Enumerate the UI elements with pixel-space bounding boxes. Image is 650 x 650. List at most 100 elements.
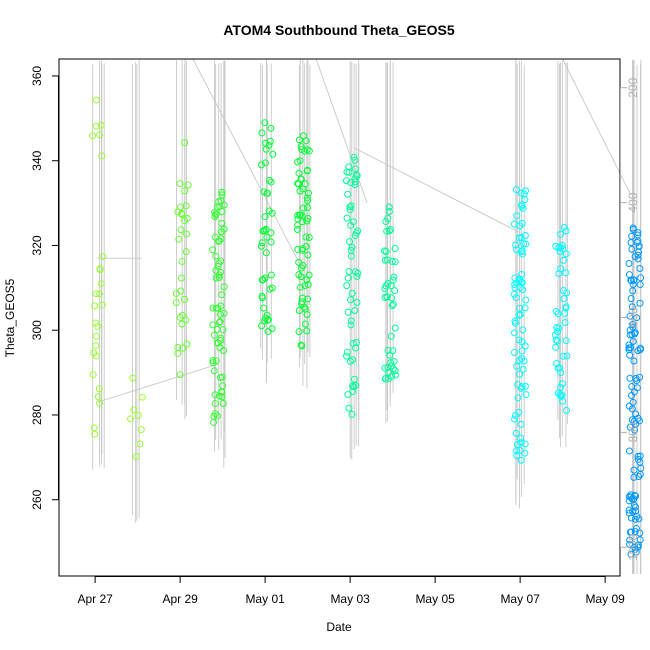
data-point (210, 418, 218, 426)
data-point (218, 191, 226, 199)
data-point (627, 294, 635, 302)
data-point (219, 400, 227, 408)
x-tick-label: May 01 (245, 592, 285, 606)
data-point (634, 231, 642, 239)
data-point (92, 96, 100, 104)
data-point (630, 501, 638, 509)
data-point (557, 369, 565, 377)
data-point (346, 206, 354, 214)
data-point (563, 352, 571, 360)
data-point (383, 227, 391, 235)
data-point (390, 273, 398, 281)
data-point (220, 283, 228, 291)
data-point (94, 393, 102, 401)
data-point (636, 417, 644, 425)
data-point (348, 410, 356, 418)
data-point (175, 235, 183, 243)
data-point (381, 364, 389, 372)
data-point (512, 241, 520, 249)
y2-tick-label: 600 (626, 307, 640, 327)
data-point (521, 304, 529, 312)
data-point (172, 290, 180, 298)
data-point (177, 274, 185, 282)
y-tick-label: 300 (30, 320, 44, 340)
data-point (268, 209, 276, 217)
data-point (293, 226, 301, 234)
data-point (257, 242, 265, 250)
data-point (211, 400, 219, 408)
data-point (297, 341, 305, 349)
data-point (344, 190, 352, 198)
data-point (563, 406, 571, 414)
data-point (183, 214, 191, 222)
data-point (265, 141, 273, 149)
data-point (636, 373, 644, 381)
data-point (384, 279, 392, 287)
data-point (178, 320, 186, 328)
data-point (516, 356, 524, 364)
x-axis-label: Date (326, 620, 352, 634)
data-point (132, 453, 140, 461)
data-point (294, 180, 302, 188)
data-point (137, 426, 145, 434)
data-point (216, 344, 224, 352)
data-point (511, 319, 519, 327)
data-point (216, 311, 224, 319)
x-tick-label: May 09 (585, 592, 625, 606)
data-point (264, 189, 272, 197)
data-point (218, 291, 226, 299)
data-point (260, 304, 268, 312)
data-point (217, 302, 225, 310)
data-point (521, 231, 529, 239)
y-tick-label: 360 (30, 66, 44, 86)
data-point (632, 410, 640, 418)
data-point (218, 188, 226, 196)
data-point (219, 382, 227, 390)
data-point (552, 343, 560, 351)
data-point (269, 150, 277, 158)
data-point (348, 289, 356, 297)
data-point (267, 124, 275, 132)
data-point (215, 318, 223, 326)
data-point (209, 356, 217, 364)
data-point (294, 221, 302, 229)
data-point (350, 153, 358, 161)
data-point (517, 456, 525, 464)
data-point (387, 332, 395, 340)
data-point (518, 271, 526, 279)
data-point (303, 204, 311, 212)
data-point (627, 239, 635, 247)
data-point (517, 434, 525, 442)
transit-line (192, 58, 304, 272)
data-point (263, 233, 271, 241)
data-point (298, 246, 306, 254)
data-point (305, 189, 313, 197)
y-axis: 260 280 300 320 340 360 (30, 66, 59, 510)
data-point (383, 256, 391, 264)
data-point (301, 320, 309, 328)
data-point (176, 371, 184, 379)
data-point (297, 143, 305, 151)
data-point (636, 281, 644, 289)
data-point (391, 258, 399, 266)
data-point (303, 194, 311, 202)
data-point (381, 294, 389, 302)
data-point (636, 452, 644, 460)
data-point (95, 385, 103, 393)
data-point (346, 238, 354, 246)
data-point (352, 382, 360, 390)
data-point (384, 346, 392, 354)
data-point (629, 224, 637, 232)
data-point (92, 352, 100, 360)
data-point (258, 322, 266, 330)
data-point (213, 325, 221, 333)
data-point (92, 319, 100, 327)
data-point (563, 289, 571, 297)
data-point (511, 284, 519, 292)
data-point (559, 397, 567, 405)
data-point (637, 464, 645, 472)
data-point (512, 186, 520, 194)
data-point (174, 349, 182, 357)
data-point (385, 207, 393, 215)
data-point (517, 439, 525, 447)
